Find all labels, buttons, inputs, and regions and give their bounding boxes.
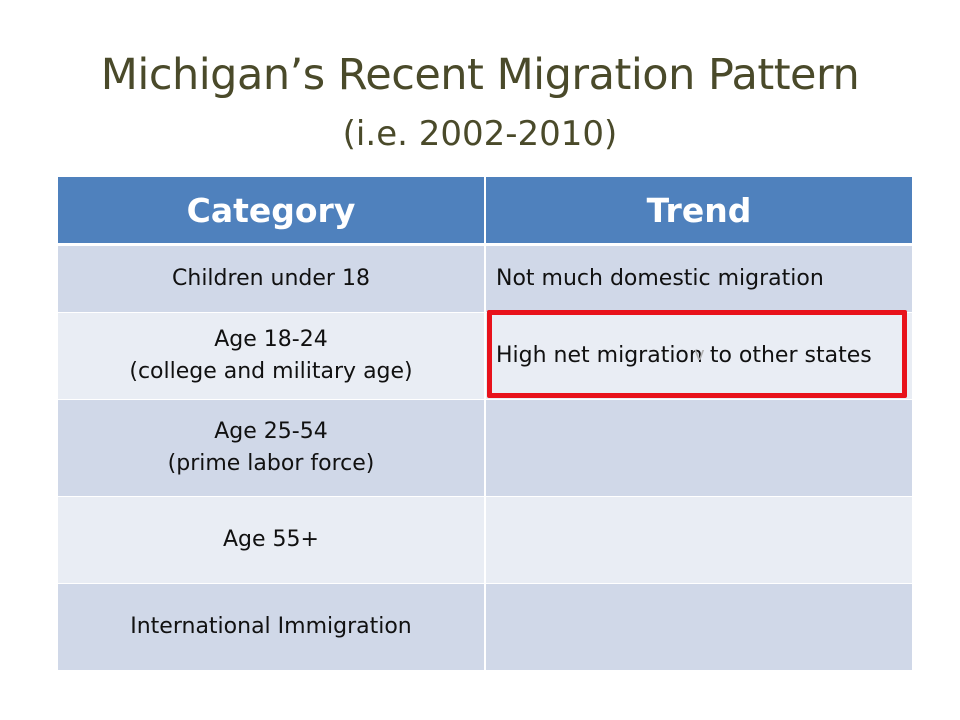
category-line: Age 55+ [223, 527, 319, 552]
table-row: International Immigration [56, 583, 914, 671]
header-trend: Trend [484, 177, 914, 246]
trend-cell[interactable]: Not much domestic migration [484, 244, 914, 313]
table-header-row: Category Trend [56, 177, 914, 246]
table-row: Age 18-24 (college and military age) Hig… [56, 312, 914, 400]
category-cell: Children under 18 [56, 244, 486, 313]
migration-table: Category Trend Children under 18 Not muc… [56, 177, 914, 671]
category-line: Age 25-54 [214, 419, 328, 444]
category-cell: Age 25-54 (prime labor force) [56, 399, 486, 497]
category-cell: Age 55+ [56, 496, 486, 584]
trend-text: High net migration to other states [496, 343, 872, 368]
trend-cell[interactable]: High net migration to other states [484, 312, 914, 400]
category-subline: (prime labor force) [167, 451, 375, 476]
category-subline: (college and military age) [129, 359, 413, 384]
trend-cell[interactable] [484, 496, 914, 584]
category-line: Age 18-24 [214, 327, 328, 352]
header-category: Category [56, 177, 486, 246]
trend-cell[interactable] [484, 399, 914, 497]
trend-text: Not much domestic migration [496, 266, 824, 291]
cursor-caret-icon: v [694, 344, 705, 365]
category-line: International Immigration [130, 614, 412, 639]
selection-highlight-box [487, 310, 907, 398]
table-row: Age 55+ [56, 496, 914, 584]
category-line: Children under 18 [172, 266, 370, 291]
table-row: Age 25-54 (prime labor force) [56, 399, 914, 497]
slide-subtitle: (i.e. 2002-2010) [342, 114, 618, 154]
slide-title: Michigan’s Recent Migration Pattern [100, 50, 860, 100]
table-row: Children under 18 Not much domestic migr… [56, 244, 914, 313]
category-cell: Age 18-24 (college and military age) [56, 312, 486, 400]
trend-cell[interactable] [484, 583, 914, 671]
category-cell: International Immigration [56, 583, 486, 671]
